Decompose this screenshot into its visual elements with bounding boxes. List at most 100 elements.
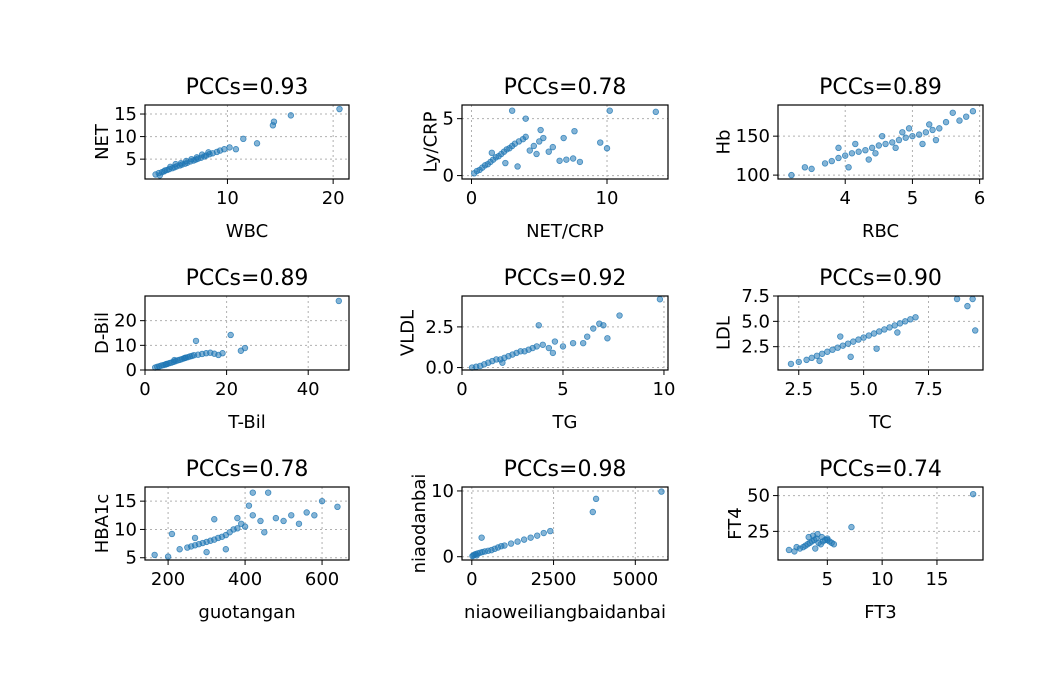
data-point <box>839 342 847 349</box>
data-point <box>514 163 521 170</box>
subplot-title: PCCs=0.89 <box>819 75 942 100</box>
data-point <box>876 328 883 335</box>
data-point <box>894 329 901 336</box>
subplot-5: 0 5 10 0.0 2.5 PCCs=0.92 TG VLDL <box>398 266 676 433</box>
data-point <box>270 118 278 125</box>
data-point <box>222 546 230 553</box>
data-point <box>949 109 956 116</box>
data-point <box>563 156 570 163</box>
x-axis-label: FT3 <box>864 602 896 623</box>
subplot-title: PCCs=0.93 <box>186 75 309 100</box>
x-tick-label: 20 <box>322 188 345 209</box>
data-point <box>234 514 241 522</box>
data-point <box>824 536 831 544</box>
y-tick-label: 15 <box>114 104 137 125</box>
plot-frame <box>461 295 669 371</box>
y-tick-label: 5 <box>126 548 137 569</box>
data-point <box>579 339 587 347</box>
data-point <box>533 150 540 158</box>
data-point <box>576 158 584 166</box>
data-point <box>795 358 802 366</box>
data-point <box>835 144 842 152</box>
data-point <box>535 322 542 329</box>
data-point <box>551 338 559 345</box>
data-point <box>969 108 977 115</box>
data-point <box>902 134 909 141</box>
subplot-4: 0 20 40 0 10 20 PCCs=0.89 T-Bil D-Bil <box>92 266 350 433</box>
data-point <box>616 312 623 319</box>
data-point <box>533 343 540 350</box>
x-axis-label: TG <box>552 412 578 433</box>
data-point <box>818 533 826 541</box>
data-point <box>571 127 578 135</box>
x-axis-label: NET/CRP <box>526 221 604 242</box>
plot-frame <box>144 295 350 371</box>
data-point <box>226 144 233 151</box>
x-tick-label: 0 <box>456 379 467 400</box>
data-point <box>912 314 919 321</box>
data-point <box>793 543 800 551</box>
plot-frame <box>777 104 984 180</box>
data-point <box>891 322 898 329</box>
data-point <box>816 357 823 365</box>
data-point <box>600 322 607 329</box>
data-point <box>830 541 838 548</box>
data-point <box>205 149 212 156</box>
x-tick-label: 5 <box>907 188 918 209</box>
data-point <box>604 335 611 342</box>
data-point <box>151 551 158 559</box>
data-point <box>311 512 318 519</box>
x-axis-label: T-Bil <box>227 412 266 433</box>
data-point <box>787 360 795 368</box>
data-point <box>824 348 831 355</box>
data-point <box>818 350 826 357</box>
subplot-3: 4 5 6 100 150 PCCs=0.89 RBC Hb <box>714 75 986 242</box>
data-point <box>241 344 249 352</box>
subplot-title: PCCs=0.74 <box>819 457 942 482</box>
data-point <box>855 336 862 343</box>
data-point <box>192 337 200 345</box>
data-point <box>161 167 169 174</box>
plot-frame <box>777 295 984 371</box>
data-point <box>942 118 950 126</box>
data-point <box>249 489 256 496</box>
y-tick-label: 2.5 <box>425 317 454 338</box>
data-point <box>171 356 178 364</box>
x-tick-label: 0 <box>139 379 150 400</box>
data-point <box>855 148 862 155</box>
data-point <box>549 143 557 151</box>
y-tick-label: 0 <box>443 166 454 187</box>
data-point <box>805 533 812 541</box>
y-tick-label: 7.5 <box>741 286 770 307</box>
data-point <box>335 297 342 305</box>
data-point <box>156 172 163 179</box>
data-point <box>508 107 516 114</box>
data-point <box>537 126 544 134</box>
data-point <box>590 325 597 332</box>
data-point <box>177 160 185 167</box>
y-tick-label: 100 <box>736 165 770 186</box>
x-tick-label: 5000 <box>612 569 658 590</box>
data-point <box>835 154 842 162</box>
data-point <box>852 140 859 148</box>
subplot-2: 0 10 0 5 PCCs=0.78 NET/CRP Ly/CRP <box>421 75 669 242</box>
data-point <box>473 552 480 559</box>
y-axis-label: NET <box>92 123 113 160</box>
y-tick-label: 5 <box>443 109 454 130</box>
data-point <box>522 133 529 141</box>
data-point <box>812 545 819 552</box>
data-point <box>905 125 913 132</box>
data-point <box>499 359 506 366</box>
data-point <box>181 354 189 362</box>
data-point <box>936 125 943 132</box>
data-point <box>892 144 899 152</box>
subplot-8: 0 2500 5000 0 10 PCCs=0.98 niaoweiliangbaidanb… <box>409 457 669 623</box>
data-point <box>336 105 343 113</box>
y-axis-label: LDL <box>714 316 735 350</box>
data-point <box>234 525 241 532</box>
data-point <box>808 165 815 173</box>
data-point <box>540 529 547 537</box>
y-tick-label: 10 <box>114 335 137 356</box>
y-tick-label: 15 <box>114 491 137 512</box>
